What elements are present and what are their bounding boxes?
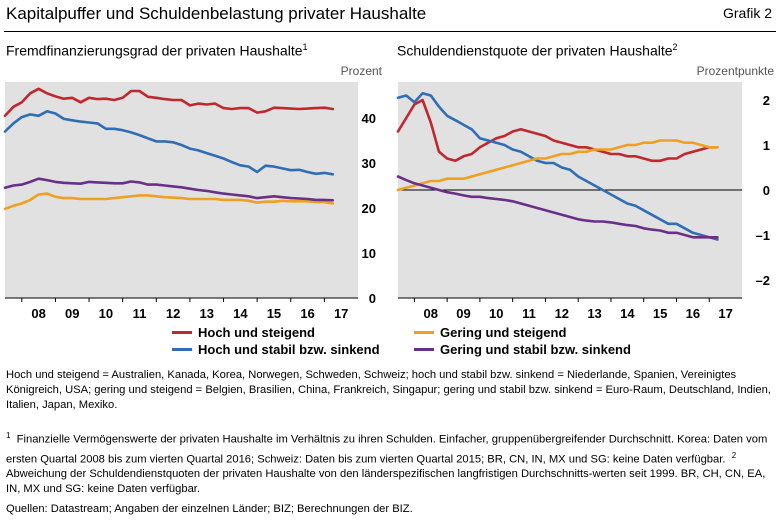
y-tick-label: 0 [763, 183, 770, 198]
y-tick-label: –1 [756, 228, 770, 243]
right-panel-title-footnote: 2 [672, 42, 678, 52]
x-tick-label: 17 [334, 306, 348, 320]
legend-swatch [414, 331, 434, 334]
left-panel-title-footnote: 1 [302, 42, 308, 52]
y-tick-label: 30 [362, 156, 376, 171]
legend-swatch [414, 348, 434, 351]
legend-item: Gering und stabil bzw. sinkend [414, 341, 631, 358]
left-panel-title: Fremdfinanzierungsgrad der privaten Haus… [6, 42, 308, 59]
x-tick-label: 11 [133, 306, 147, 320]
x-tick-label: 09 [65, 306, 79, 320]
footnote-2-text: Abweichung der Schuldendienstquoten der … [6, 468, 766, 496]
x-tick-label: 08 [424, 306, 438, 320]
series-line [396, 98, 719, 163]
x-tick-label: 09 [456, 306, 470, 320]
series-line [3, 192, 335, 211]
footnote-1-text: Finanzielle Vermögenswerte der privaten … [6, 433, 768, 466]
legend-item: Hoch und steigend [172, 324, 380, 341]
y-tick-label: 20 [362, 201, 376, 216]
y-tick-label: 2 [763, 93, 770, 108]
x-tick-label: 11 [522, 306, 536, 320]
x-tick-label: 12 [555, 306, 569, 320]
sources: Quellen: Datastream; Angaben der einzeln… [6, 503, 413, 515]
y-tick-label: –2 [756, 273, 770, 288]
figure-label: Grafik 2 [722, 5, 772, 21]
legend-label: Hoch und stabil bzw. sinkend [198, 342, 380, 357]
legend-label: Gering und stabil bzw. sinkend [440, 342, 631, 357]
left-panel-title-text: Fremdfinanzierungsgrad der privaten Haus… [6, 42, 303, 59]
right-panel-title-text: Schuldendienstquote der privaten Haushal… [397, 42, 673, 59]
legend-item: Gering und steigend [414, 324, 631, 341]
x-tick-label: 10 [99, 306, 113, 320]
series-line [3, 87, 335, 118]
group-definitions-text: Hoch und steigend = Australien, Kanada, … [6, 369, 771, 411]
right-panel-unit: Prozentpunkte [696, 64, 774, 78]
x-tick-label: 13 [587, 306, 601, 320]
left-panel-unit: Prozent [340, 64, 382, 78]
footnotes: 1 Finanzielle Vermögenswerte der private… [6, 428, 776, 497]
group-definitions: Hoch und steigend = Australien, Kanada, … [6, 368, 776, 413]
left-chart: 0 10 20 30 40 08 09 10 11 12 13 14 15 16 17 [3, 82, 376, 320]
y-tick-label: 0 [369, 291, 376, 306]
footnote-1: 1 Finanzielle Vermögenswerte der private… [6, 428, 776, 497]
x-tick-label: 15 [267, 306, 281, 320]
series-line [3, 109, 335, 176]
legend-label: Gering und steigend [440, 325, 567, 340]
y-tick-label: 40 [362, 111, 376, 126]
footnote-2-mark: 2 [731, 450, 737, 460]
x-tick-label: 17 [718, 306, 732, 320]
series-line [396, 139, 719, 192]
series-line [396, 175, 719, 239]
x-tick-label: 14 [620, 306, 635, 320]
x-tick-label: 15 [653, 306, 667, 320]
x-tick-label: 14 [233, 306, 248, 320]
legend-swatch [172, 348, 192, 351]
x-tick-label: 16 [686, 306, 700, 320]
y-tick-label: 1 [763, 138, 770, 153]
legend-label: Hoch und steigend [198, 325, 315, 340]
header-rule [4, 31, 776, 32]
x-tick-label: 16 [300, 306, 314, 320]
x-tick-label: 13 [199, 306, 213, 320]
series-line [396, 92, 719, 241]
legend-right: Gering und steigend Gering und stabil bz… [414, 324, 631, 358]
footnote-1-mark: 1 [6, 431, 11, 440]
right-panel-title: Schuldendienstquote der privaten Haushal… [397, 42, 678, 59]
figure-title: Kapitalpuffer und Schuldenbelastung priv… [6, 4, 427, 23]
x-tick-label: 12 [166, 306, 180, 320]
legend-swatch [172, 331, 192, 334]
series-line [3, 177, 335, 202]
x-tick-label: 10 [489, 306, 503, 320]
x-tick-label: 08 [31, 306, 45, 320]
legend-item: Hoch und stabil bzw. sinkend [172, 341, 380, 358]
legend-left: Hoch und steigend Hoch und stabil bzw. s… [172, 324, 380, 358]
y-tick-label: 10 [362, 246, 376, 261]
